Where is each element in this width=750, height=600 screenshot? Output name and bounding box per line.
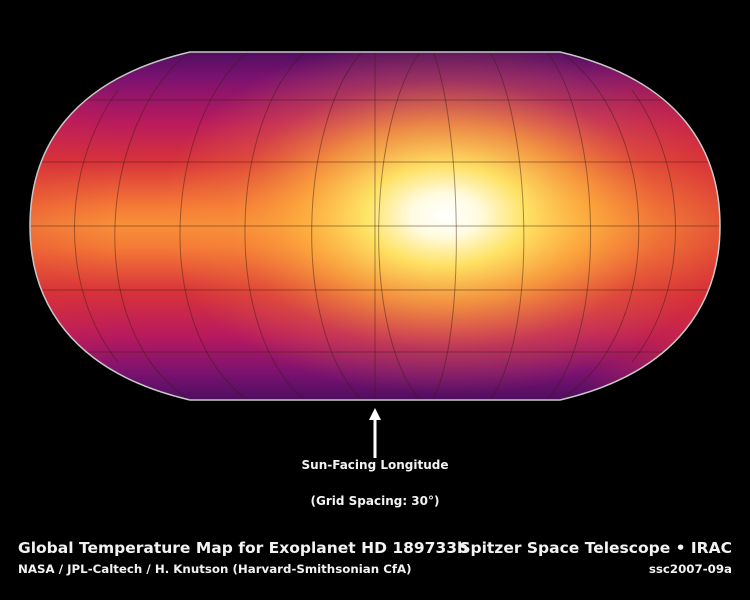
- sun-facing-longitude-label: Sun-Facing Longitude: [301, 458, 449, 472]
- caption-title: Global Temperature Map for Exoplanet HD …: [18, 539, 469, 557]
- grid-spacing-note: (Grid Spacing: 30°): [310, 494, 440, 508]
- caption-credit: NASA / JPL-Caltech / H. Knutson (Harvard…: [18, 562, 412, 576]
- temperature-map: [29, 51, 721, 401]
- sun-facing-arrow-icon: [369, 408, 381, 458]
- caption-release-id: ssc2007-09a: [648, 562, 732, 576]
- caption-instrument: Spitzer Space Telescope • IRAC: [459, 539, 732, 557]
